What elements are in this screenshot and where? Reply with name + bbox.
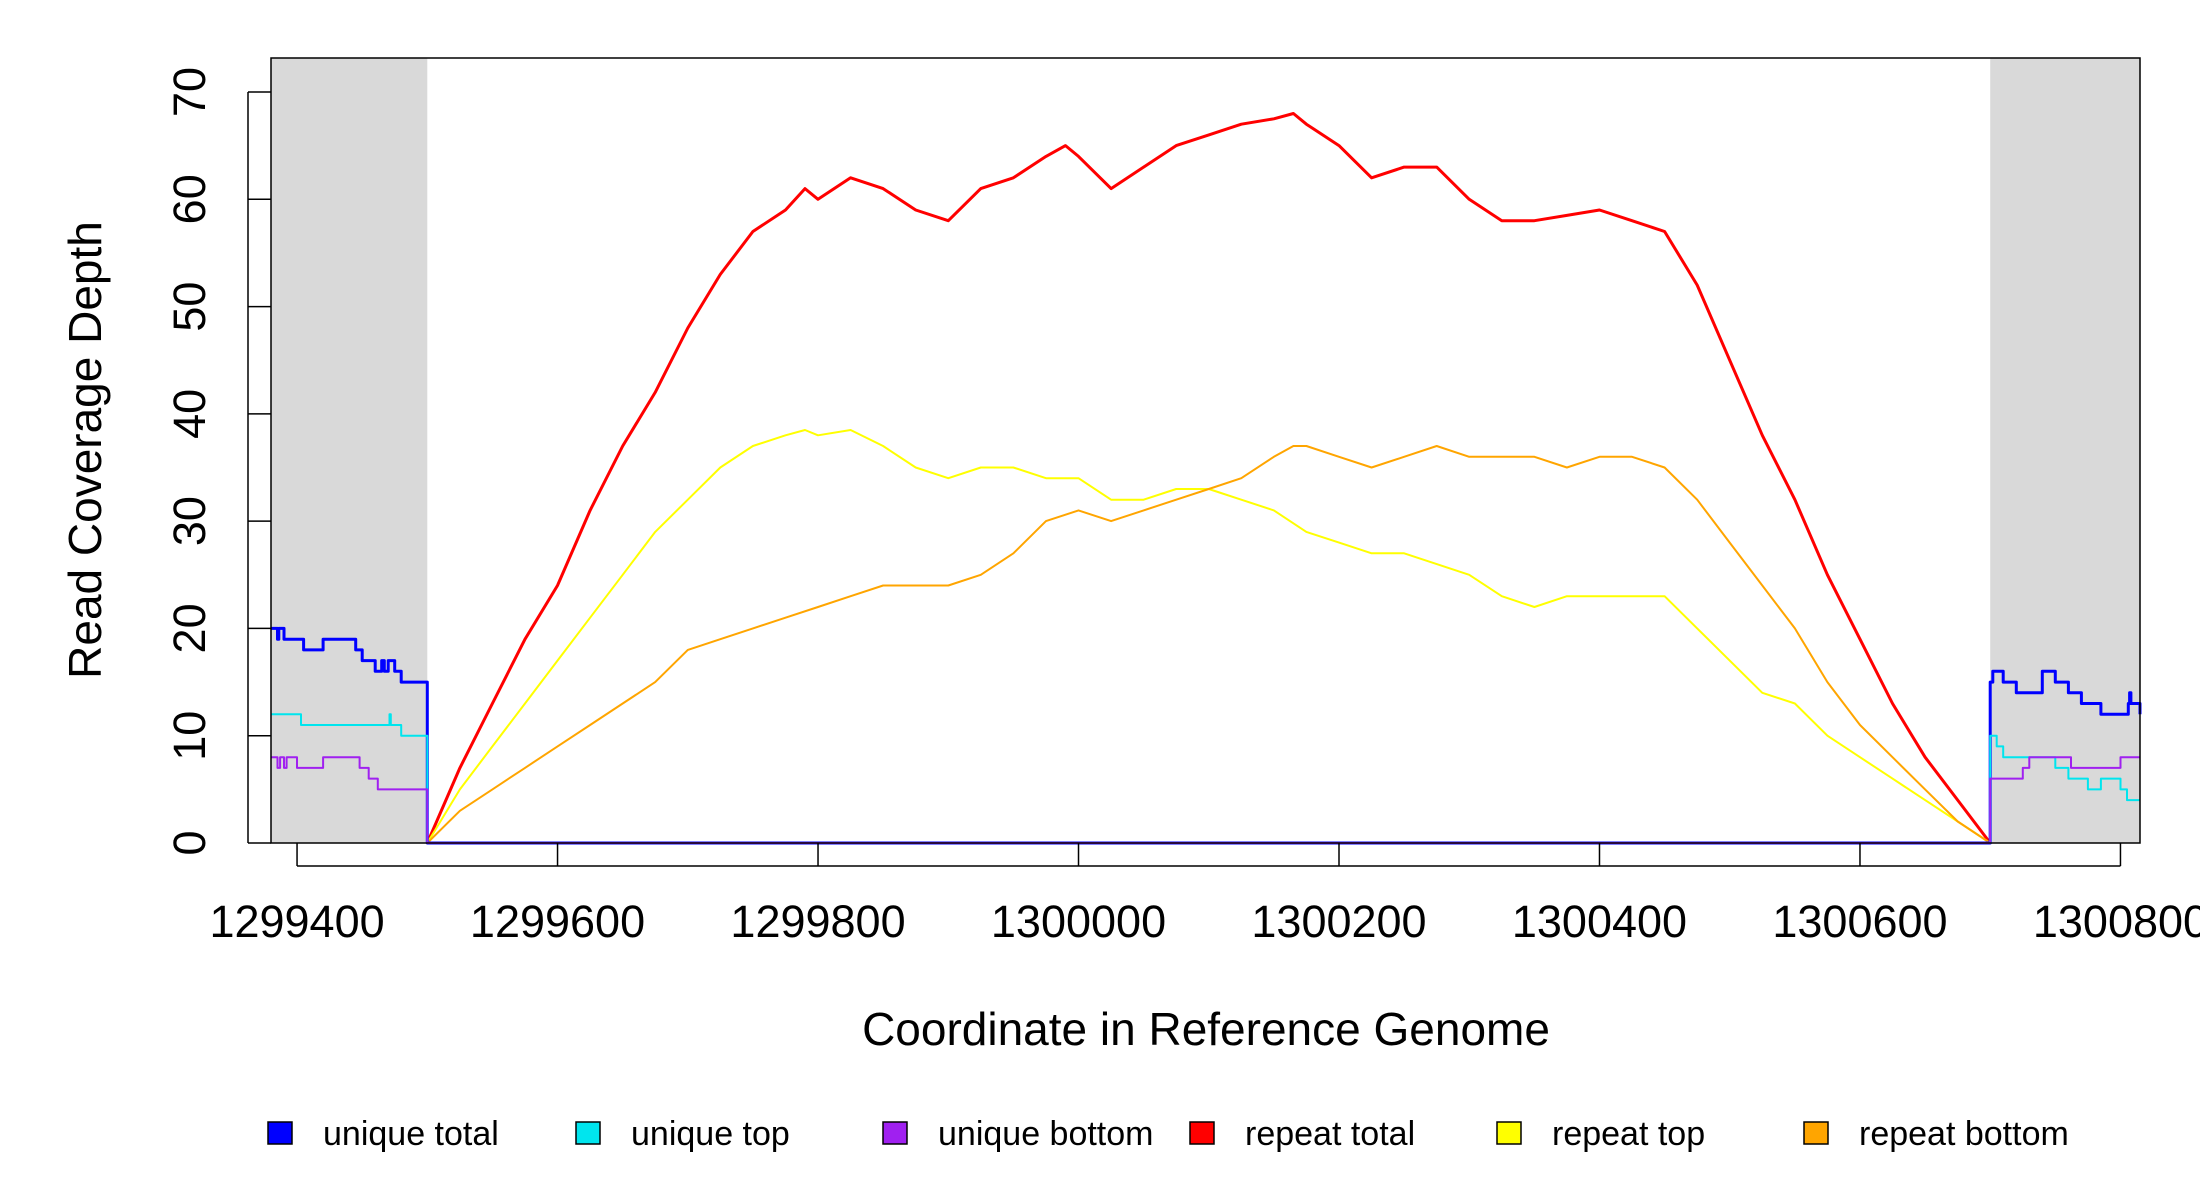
legend-item: repeat bottom (1803, 1115, 2069, 1153)
series-line-repeat-top (426, 429, 1991, 844)
legend-label: repeat bottom (1859, 1115, 2069, 1153)
legend-item: unique top (575, 1115, 790, 1153)
y-axis: 0 10 20 30 40 50 60 70 (164, 67, 271, 856)
y-tick-label: 10 (164, 711, 215, 761)
x-axis: 1299400 1299600 1299800 1300000 1300200 13004… (209, 843, 2200, 947)
legend-item: repeat total (1189, 1115, 1415, 1153)
legend-item: unique total (267, 1115, 499, 1153)
legend-label: unique top (631, 1115, 790, 1153)
x-tick-label: 1299600 (470, 896, 645, 947)
x-tick-label: 1300600 (1772, 896, 1947, 947)
legend-swatch (882, 1121, 908, 1145)
series-lines (271, 112, 2142, 845)
x-tick-label: 1300200 (1251, 896, 1426, 947)
y-axis-title: Read Coverage Depth (59, 221, 111, 679)
y-tick-label: 60 (164, 174, 215, 224)
x-axis-title: Coordinate in Reference Genome (862, 1003, 1550, 1055)
y-tick-label: 50 (164, 282, 215, 332)
series-line-unique-total (271, 626, 2142, 845)
shaded-region-2 (1990, 58, 2140, 843)
legend-swatch (1803, 1121, 1829, 1145)
legend-swatch (267, 1121, 293, 1145)
y-tick-label: 40 (164, 389, 215, 439)
y-tick-label: 0 (164, 830, 215, 855)
x-tick-label: 1299800 (730, 896, 905, 947)
legend-label: repeat top (1552, 1115, 1705, 1153)
x-tick-label: 1299400 (209, 896, 384, 947)
legend-label: unique total (323, 1115, 499, 1153)
legend-swatch (575, 1121, 601, 1145)
legend: unique total unique top unique bottom repea… (267, 1115, 2069, 1153)
y-tick-label: 30 (164, 496, 215, 546)
shaded-regions (271, 58, 2140, 843)
legend-swatch (1189, 1121, 1215, 1145)
series-line-unique-top (271, 713, 2140, 844)
x-tick-label: 1300400 (1512, 896, 1687, 947)
y-tick-label: 70 (164, 67, 215, 117)
x-tick-label: 1300000 (991, 896, 1166, 947)
legend-item: repeat top (1496, 1115, 1705, 1153)
x-tick-label: 1300800 (2033, 896, 2200, 947)
legend-swatch (1496, 1121, 1522, 1145)
legend-label: unique bottom (938, 1115, 1154, 1153)
legend-item: unique bottom (882, 1115, 1154, 1153)
series-line-repeat-total (425, 112, 1992, 844)
legend-label: repeat total (1245, 1115, 1415, 1153)
series-line-unique-bottom (271, 756, 2140, 844)
shaded-region-1 (271, 58, 428, 843)
y-tick-label: 20 (164, 603, 215, 653)
plot-frame (270, 57, 2141, 844)
series-line-repeat-bottom (426, 445, 1991, 844)
